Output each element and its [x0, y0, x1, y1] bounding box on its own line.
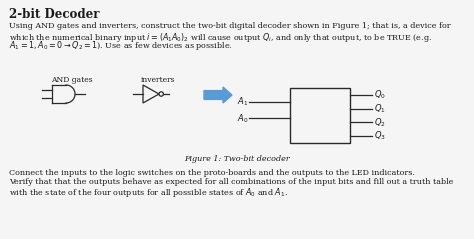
Text: $Q_3$: $Q_3$ [374, 130, 386, 142]
Text: $Q_0$: $Q_0$ [374, 89, 386, 101]
Text: AND gates: AND gates [51, 76, 93, 84]
Text: $Q_2$: $Q_2$ [374, 116, 386, 129]
Bar [290, 88, 350, 143]
FancyArrow shape [204, 87, 232, 103]
Text: $A_0$: $A_0$ [237, 112, 248, 125]
Text: with the state of the four outputs for all possible states of $A_0$ and $A_1$.: with the state of the four outputs for a… [9, 186, 288, 199]
Text: $A_1$: $A_1$ [237, 96, 248, 108]
Text: 2-bit Decoder: 2-bit Decoder [9, 8, 100, 21]
Text: Connect the inputs to the logic switches on the proto-boards and the outputs to : Connect the inputs to the logic switches… [9, 169, 415, 177]
Text: Figure 1: Two-bit decoder: Figure 1: Two-bit decoder [184, 155, 290, 163]
Text: $A_1 = 1, A_0 = 0 \rightarrow Q_2 = 1$). Use as few devices as possible.: $A_1 = 1, A_0 = 0 \rightarrow Q_2 = 1$).… [9, 39, 233, 52]
Text: inverters: inverters [141, 76, 175, 84]
Text: Using AND gates and inverters, construct the two-bit digital decoder shown in Fi: Using AND gates and inverters, construct… [9, 22, 451, 30]
Text: $Q_1$: $Q_1$ [374, 102, 386, 115]
Text: Verify that that the outputs behave as expected for all combinations of the inpu: Verify that that the outputs behave as e… [9, 178, 453, 185]
Text: which the numerical binary input $i = (A_1 A_0)_2$ will cause output $Q_i$, and : which the numerical binary input $i = (A… [9, 31, 432, 43]
